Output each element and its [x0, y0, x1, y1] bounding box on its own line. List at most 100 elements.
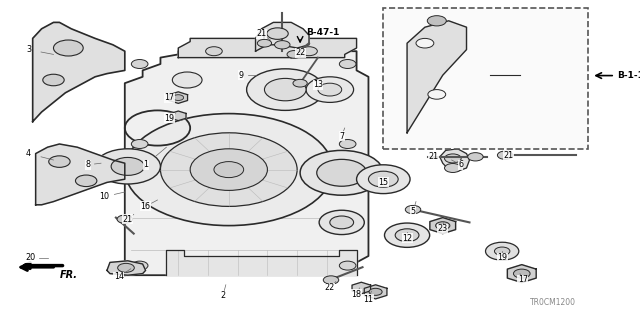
Text: B-1-1: B-1-1 [617, 71, 640, 80]
Circle shape [257, 39, 271, 47]
Circle shape [287, 51, 301, 58]
Text: 21: 21 [503, 151, 513, 160]
Circle shape [339, 60, 356, 68]
Text: 15: 15 [378, 178, 388, 187]
Text: 22: 22 [324, 284, 335, 292]
Circle shape [173, 95, 184, 100]
Text: FR.: FR. [60, 270, 77, 280]
Circle shape [436, 222, 450, 229]
Polygon shape [107, 261, 145, 275]
Circle shape [468, 153, 483, 161]
Circle shape [428, 90, 445, 99]
Circle shape [125, 114, 333, 226]
Polygon shape [125, 51, 369, 275]
Text: 18: 18 [351, 290, 362, 299]
Circle shape [117, 215, 132, 223]
Circle shape [267, 28, 288, 39]
Text: 19: 19 [497, 253, 508, 262]
Circle shape [356, 165, 410, 194]
Polygon shape [33, 22, 125, 122]
Text: 13: 13 [313, 80, 323, 89]
Polygon shape [166, 250, 356, 275]
Polygon shape [352, 282, 371, 294]
Polygon shape [169, 92, 188, 103]
Text: 21: 21 [257, 29, 266, 38]
Circle shape [319, 210, 364, 235]
Circle shape [131, 60, 148, 68]
Circle shape [131, 261, 148, 270]
Polygon shape [179, 38, 356, 58]
Polygon shape [430, 218, 456, 234]
Circle shape [445, 164, 461, 172]
Text: 17: 17 [164, 93, 175, 102]
Circle shape [54, 40, 83, 56]
Circle shape [405, 205, 420, 214]
Polygon shape [508, 265, 536, 283]
Text: 11: 11 [364, 295, 374, 304]
Text: 7: 7 [339, 132, 344, 140]
Circle shape [111, 157, 145, 175]
Text: 3: 3 [26, 45, 31, 54]
Circle shape [118, 263, 134, 272]
Circle shape [246, 69, 324, 110]
Circle shape [428, 16, 446, 26]
Text: 14: 14 [114, 272, 124, 281]
Circle shape [445, 154, 461, 163]
Circle shape [264, 78, 306, 101]
Circle shape [369, 171, 398, 187]
Polygon shape [255, 22, 309, 51]
Text: 21: 21 [429, 152, 439, 161]
Circle shape [385, 223, 429, 247]
Text: 16: 16 [141, 202, 150, 211]
Circle shape [318, 83, 342, 96]
Text: 20: 20 [26, 253, 36, 262]
Circle shape [306, 77, 353, 102]
Circle shape [330, 216, 353, 229]
Text: 17: 17 [518, 276, 528, 284]
Text: 12: 12 [402, 234, 412, 243]
Circle shape [172, 72, 202, 88]
Circle shape [49, 156, 70, 167]
Text: 21: 21 [123, 215, 133, 224]
Text: 5: 5 [410, 207, 415, 216]
Circle shape [293, 79, 307, 87]
Circle shape [76, 175, 97, 187]
Circle shape [161, 133, 297, 206]
Circle shape [339, 140, 356, 148]
Text: 6: 6 [458, 160, 463, 169]
Polygon shape [407, 21, 467, 133]
Circle shape [513, 269, 530, 278]
Bar [383, 8, 588, 149]
Circle shape [497, 151, 513, 159]
Circle shape [131, 140, 148, 148]
Text: TR0CM1200: TR0CM1200 [531, 298, 577, 307]
Circle shape [395, 229, 419, 242]
Text: 22: 22 [295, 48, 305, 57]
Circle shape [275, 41, 290, 49]
Circle shape [323, 276, 339, 284]
Text: 2: 2 [220, 292, 225, 300]
Text: 10: 10 [99, 192, 109, 201]
Circle shape [214, 162, 244, 178]
Circle shape [43, 74, 64, 86]
Circle shape [317, 159, 367, 186]
Text: 4: 4 [26, 149, 31, 158]
Circle shape [486, 242, 519, 260]
Polygon shape [171, 111, 186, 121]
Text: 8: 8 [86, 160, 90, 169]
Text: 1: 1 [143, 160, 148, 169]
Text: 23: 23 [438, 224, 448, 233]
Circle shape [416, 38, 434, 48]
Text: 19: 19 [164, 114, 175, 123]
Polygon shape [36, 144, 125, 205]
Polygon shape [364, 285, 387, 299]
Circle shape [205, 47, 222, 56]
Circle shape [95, 149, 161, 184]
Text: 9: 9 [238, 71, 243, 80]
Circle shape [369, 288, 382, 295]
Circle shape [190, 149, 268, 190]
Circle shape [495, 247, 510, 255]
Circle shape [339, 261, 356, 270]
Circle shape [300, 150, 383, 195]
Circle shape [301, 47, 317, 56]
